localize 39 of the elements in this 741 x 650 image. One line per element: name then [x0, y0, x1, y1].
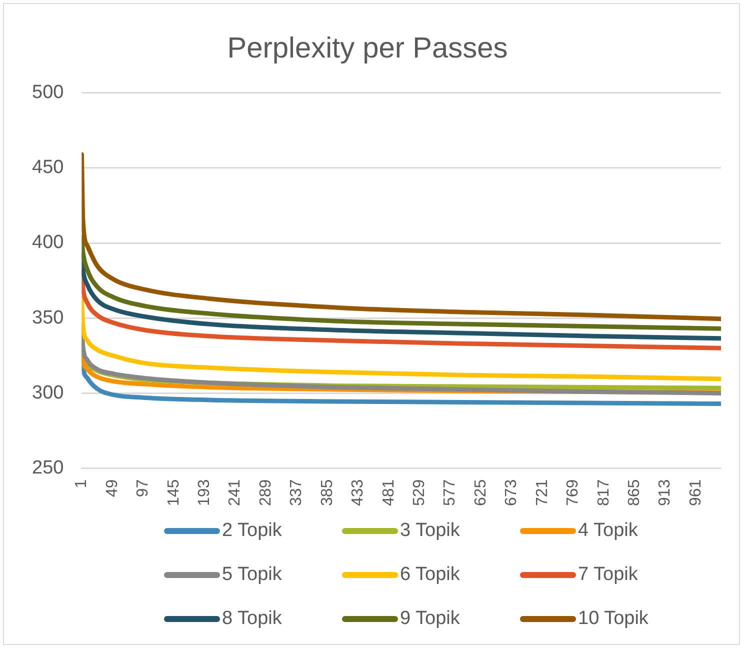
chart-title: Perplexity per Passes [227, 32, 508, 64]
x-tick-label: 625 [472, 479, 490, 506]
x-tick-label: 865 [626, 479, 644, 506]
x-tick-label: 529 [410, 479, 428, 506]
y-tick-label: 450 [32, 157, 64, 178]
x-tick-label: 49 [104, 479, 121, 498]
legend-label: 7 Topik [578, 564, 638, 586]
y-tick-label: 350 [32, 307, 64, 328]
legend-label: 8 Topik [222, 608, 282, 630]
x-tick-label: 721 [534, 479, 551, 506]
legend-label: 10 Topik [578, 608, 648, 630]
x-tick-label: 241 [226, 479, 244, 506]
x-tick-label: 769 [564, 479, 582, 506]
line-series [82, 152, 721, 322]
x-tick-label: 97 [134, 479, 152, 498]
legend-label: 4 Topik [578, 520, 638, 542]
x-tick-label: 337 [288, 479, 306, 506]
line-series [82, 296, 721, 382]
x-tick-label: 673 [503, 479, 520, 506]
legend-label: 6 Topik [400, 564, 460, 586]
x-tick-label: 1 [73, 479, 90, 488]
y-tick-label: 400 [32, 232, 64, 254]
y-tick-label: 250 [32, 458, 64, 479]
x-tick-label: 481 [380, 479, 398, 506]
x-tick-label: 913 [656, 479, 674, 506]
legend-label: 9 Topik [400, 608, 460, 630]
x-tick-label: 577 [442, 479, 459, 506]
x-tick-label: 193 [196, 479, 213, 506]
legend-label: 5 Topik [222, 564, 282, 586]
x-tick-label: 433 [350, 479, 367, 506]
x-tick-label: 385 [318, 479, 336, 506]
y-tick-label: 300 [32, 382, 64, 404]
legend-label: 3 Topik [400, 520, 460, 542]
x-tick-label: 145 [165, 479, 182, 506]
y-tick-label: 500 [32, 82, 64, 104]
x-tick-label: 289 [257, 479, 274, 506]
x-tick-label: 961 [687, 479, 704, 506]
legend-label: 2 Topik [222, 520, 282, 542]
x-tick-label: 817 [595, 479, 612, 506]
